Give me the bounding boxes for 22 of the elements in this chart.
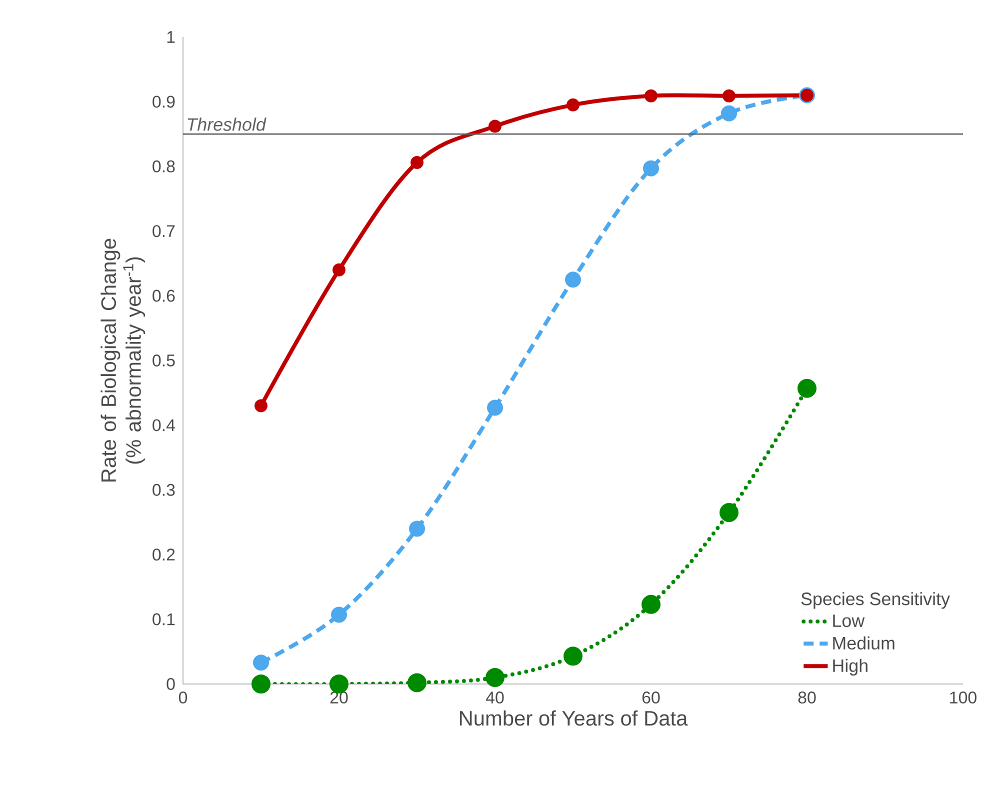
x-tick-label: 40 <box>486 692 504 704</box>
y-tick-label: 0.3 <box>152 484 175 496</box>
y-tick-label: 0 <box>166 678 175 690</box>
y-tick-label: 0.5 <box>152 354 175 366</box>
x-axis-title: Number of Years of Data <box>460 710 688 726</box>
x-tick-label: 100 <box>950 692 976 704</box>
x-tick-label: 60 <box>642 692 660 704</box>
y-tick-label: 0.6 <box>152 290 175 302</box>
y-tick-label: 0.1 <box>152 613 175 626</box>
y-tick-label: 0.2 <box>152 548 175 561</box>
x-tick-label: 80 <box>798 692 816 704</box>
y-tick-label: 0.4 <box>152 419 175 432</box>
legend-label: Low <box>833 614 865 628</box>
ref-line-label: Threshold <box>188 118 266 131</box>
legend-label: High <box>833 658 868 676</box>
x-tick-label: 0 <box>178 692 188 704</box>
legend-title: Species Sensitivity <box>801 592 950 609</box>
y-tick-label: 0.8 <box>152 160 175 172</box>
y-tick-label: 1 <box>167 31 175 43</box>
y-tick-label: 0.7 <box>152 225 175 238</box>
legend-label: Medium <box>833 636 894 650</box>
y-tick-label: 0.9 <box>152 96 175 108</box>
